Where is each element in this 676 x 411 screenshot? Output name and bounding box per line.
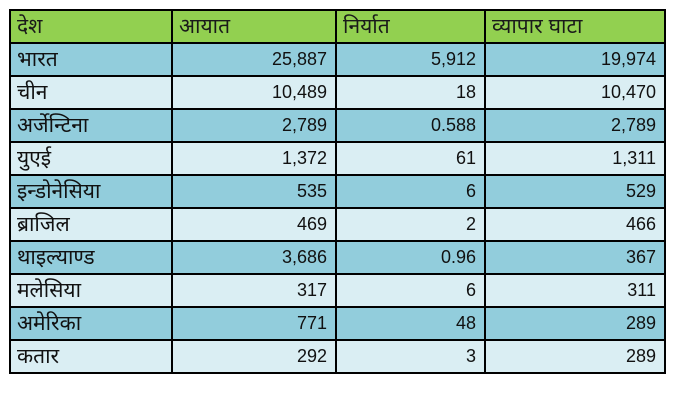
import-cell: 535 (171, 174, 337, 209)
import-cell: 10,489 (171, 75, 337, 110)
export-cell: 2 (335, 207, 486, 242)
country-cell: अर्जेन्टिना (9, 108, 173, 143)
country-cell: इन्डोनेसिया (9, 174, 173, 209)
export-cell: 48 (335, 306, 486, 341)
export-cell: 3 (335, 339, 486, 374)
deficit-cell: 289 (484, 339, 666, 374)
country-cell: ब्राजिल (9, 207, 173, 242)
deficit-cell: 19,974 (484, 42, 666, 77)
country-cell: भारत (9, 42, 173, 77)
table-row: मलेसिया 317 6 311 (9, 273, 666, 308)
deficit-cell: 1,311 (484, 141, 666, 176)
import-cell: 317 (171, 273, 337, 308)
import-cell: 25,887 (171, 42, 337, 77)
country-cell: चीन (9, 75, 173, 110)
header-import: आयात (171, 9, 337, 44)
deficit-cell: 10,470 (484, 75, 666, 110)
export-cell: 0.588 (335, 108, 486, 143)
deficit-cell: 466 (484, 207, 666, 242)
table-row: चीन 10,489 18 10,470 (9, 75, 666, 110)
export-cell: 61 (335, 141, 486, 176)
table-row: कतार 292 3 289 (9, 339, 666, 374)
table-header: देश आयात निर्यात व्यापार घाटा (9, 9, 666, 44)
table-row: युएई 1,372 61 1,311 (9, 141, 666, 176)
import-cell: 2,789 (171, 108, 337, 143)
import-cell: 3,686 (171, 240, 337, 275)
import-cell: 292 (171, 339, 337, 374)
table-body: भारत 25,887 5,912 19,974 चीन 10,489 18 1… (9, 42, 666, 374)
trade-deficit-table: देश आयात निर्यात व्यापार घाटा भारत 25,88… (9, 9, 666, 374)
deficit-cell: 529 (484, 174, 666, 209)
header-export: निर्यात (335, 9, 486, 44)
country-cell: युएई (9, 141, 173, 176)
country-cell: कतार (9, 339, 173, 374)
table-row: थाइल्याण्ड 3,686 0.96 367 (9, 240, 666, 275)
deficit-cell: 2,789 (484, 108, 666, 143)
import-cell: 1,372 (171, 141, 337, 176)
trade-table-container: देश आयात निर्यात व्यापार घाटा भारत 25,88… (9, 9, 666, 374)
export-cell: 5,912 (335, 42, 486, 77)
header-country: देश (9, 9, 173, 44)
deficit-cell: 311 (484, 273, 666, 308)
header-row: देश आयात निर्यात व्यापार घाटा (9, 9, 666, 44)
country-cell: थाइल्याण्ड (9, 240, 173, 275)
table-row: भारत 25,887 5,912 19,974 (9, 42, 666, 77)
export-cell: 18 (335, 75, 486, 110)
export-cell: 0.96 (335, 240, 486, 275)
table-row: अर्जेन्टिना 2,789 0.588 2,789 (9, 108, 666, 143)
table-row: इन्डोनेसिया 535 6 529 (9, 174, 666, 209)
export-cell: 6 (335, 273, 486, 308)
import-cell: 771 (171, 306, 337, 341)
deficit-cell: 289 (484, 306, 666, 341)
import-cell: 469 (171, 207, 337, 242)
table-row: अमेरिका 771 48 289 (9, 306, 666, 341)
country-cell: मलेसिया (9, 273, 173, 308)
country-cell: अमेरिका (9, 306, 173, 341)
deficit-cell: 367 (484, 240, 666, 275)
export-cell: 6 (335, 174, 486, 209)
header-trade-deficit: व्यापार घाटा (484, 9, 666, 44)
table-row: ब्राजिल 469 2 466 (9, 207, 666, 242)
